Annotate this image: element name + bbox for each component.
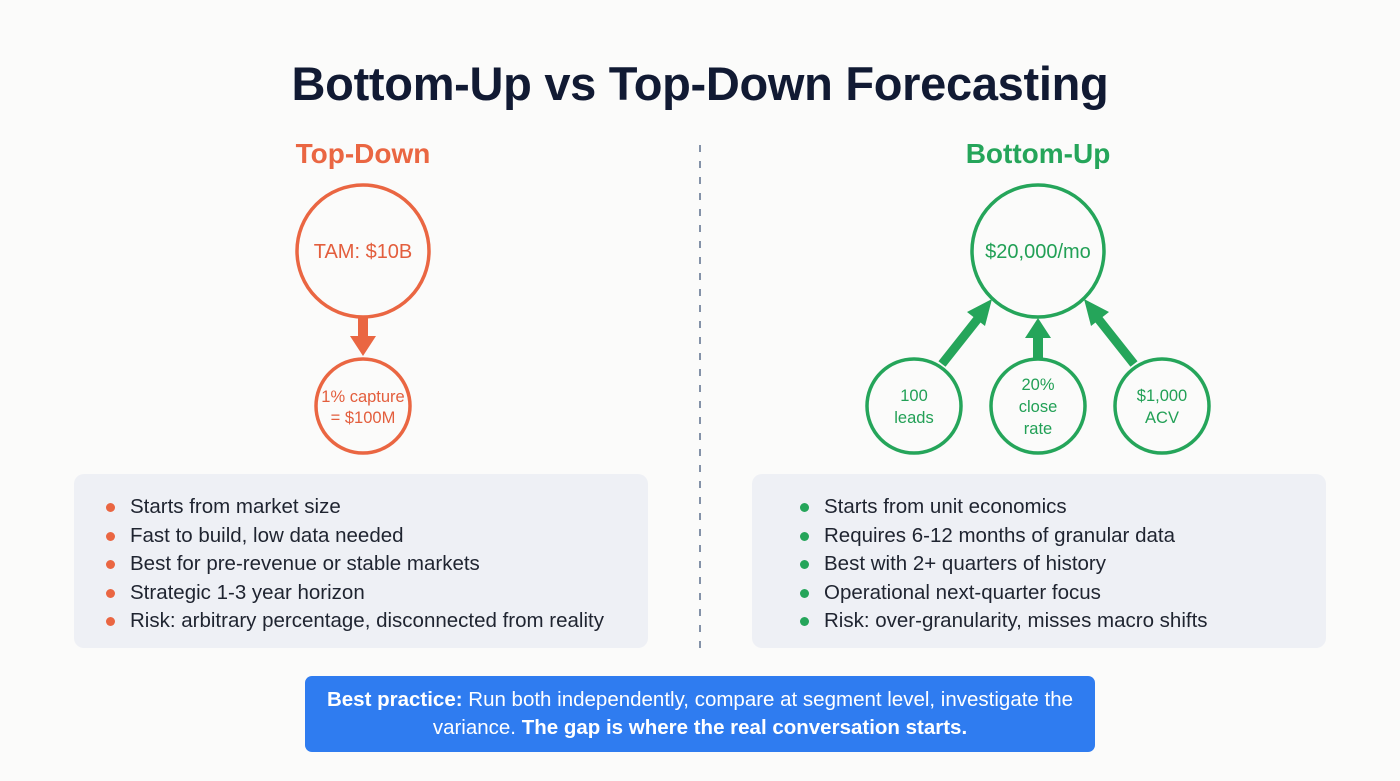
bullet-text: Fast to build, low data needed: [130, 523, 404, 547]
bullet-text: Starts from unit economics: [824, 495, 1067, 518]
callout-body: Run both independently, compare at segme…: [432, 688, 1074, 739]
acv-node: [1113, 357, 1211, 455]
close-rate-node-line2: close: [1019, 398, 1058, 416]
bullet-dot-icon: [800, 531, 809, 541]
close-rate-node: [989, 357, 1087, 455]
bullet-dot-icon: [106, 617, 115, 627]
top-down-panel: Starts from market size Fast to build, l…: [74, 474, 648, 648]
capture-node-line2: = $100M: [331, 409, 396, 427]
bullet-dot-icon: [800, 617, 809, 627]
bottom-up-panel: Starts from unit economics Requires 6-12…: [752, 474, 1326, 648]
callout-lead: Best practice:: [326, 688, 463, 711]
bullet-dot-icon: [800, 503, 809, 512]
top-down-flow: TAM: $10B 1% capture = $100M: [295, 183, 431, 455]
bullet-text: Operational next-quarter focus: [824, 580, 1101, 604]
bullet-text: Risk: over-granularity, misses macro shi…: [824, 609, 1208, 633]
down-arrow-icon: [350, 318, 376, 356]
bullet-dot-icon: [800, 560, 809, 570]
list-item: Risk: over-granularity, misses macro shi…: [800, 607, 1326, 636]
revenue-node-label: $20,000/mo: [985, 241, 1091, 263]
close-rate-node-line3: rate: [1024, 420, 1052, 438]
bullet-dot-icon: [106, 560, 115, 570]
list-item: Starts from unit economics: [800, 493, 1326, 522]
tam-node: [295, 183, 431, 319]
bottom-up-flow: $20,000/mo 100 leads 20% close rate $1,0…: [865, 183, 1211, 455]
leads-node-line2: leads: [894, 409, 933, 427]
callout-tail: The gap is where the real conversation s…: [521, 716, 968, 739]
best-practice-callout: Best practice: Run both independently, c…: [305, 676, 1095, 752]
capture-node-line1: 1% capture: [321, 388, 404, 406]
list-item: Requires 6-12 months of granular data: [800, 522, 1326, 551]
bullet-text: Best with 2+ quarters of history: [824, 552, 1107, 576]
list-item: Operational next-quarter focus: [800, 579, 1326, 608]
page-title: Bottom-Up vs Top-Down Forecasting: [291, 57, 1109, 110]
bullet-text: Requires 6-12 months of granular data: [824, 523, 1175, 547]
list-item: Starts from market size: [106, 493, 648, 522]
bottom-up-heading: Bottom-Up: [965, 138, 1111, 169]
bullet-dot-icon: [106, 503, 115, 512]
bullet-text: Strategic 1-3 year horizon: [130, 580, 365, 604]
bullet-text: Best for pre-revenue or stable markets: [130, 552, 480, 576]
list-item: Best for pre-revenue or stable markets: [106, 550, 648, 579]
bullet-text: Risk: arbitrary percentage, disconnected…: [130, 609, 604, 633]
list-item: Strategic 1-3 year horizon: [106, 579, 648, 608]
bullet-dot-icon: [106, 531, 115, 541]
bullet-text: Starts from market size: [130, 495, 341, 518]
leads-node: [865, 357, 963, 455]
bullet-dot-icon: [106, 588, 115, 598]
leads-node-line1: 100: [900, 387, 928, 405]
close-rate-node-line1: 20%: [1021, 376, 1054, 394]
acv-node-line1: $1,000: [1137, 387, 1187, 405]
bottom-up-bullets: Starts from unit economics Requires 6-12…: [800, 493, 1326, 636]
acv-node-line2: ACV: [1145, 409, 1179, 427]
list-item: Risk: arbitrary percentage, disconnected…: [106, 607, 648, 636]
bullet-dot-icon: [800, 588, 809, 598]
list-item: Fast to build, low data needed: [106, 522, 648, 551]
capture-node: [314, 357, 412, 455]
tam-node-label: TAM: $10B: [314, 241, 413, 263]
column-divider: [699, 145, 701, 650]
top-down-heading: Top-Down: [295, 138, 431, 169]
top-down-bullets: Starts from market size Fast to build, l…: [106, 493, 648, 636]
revenue-node: [970, 183, 1106, 319]
up-right-arrow-icon: [938, 299, 992, 367]
list-item: Best with 2+ quarters of history: [800, 550, 1326, 579]
up-arrow-icon: [1025, 318, 1051, 360]
up-left-arrow-icon: [1084, 299, 1138, 367]
